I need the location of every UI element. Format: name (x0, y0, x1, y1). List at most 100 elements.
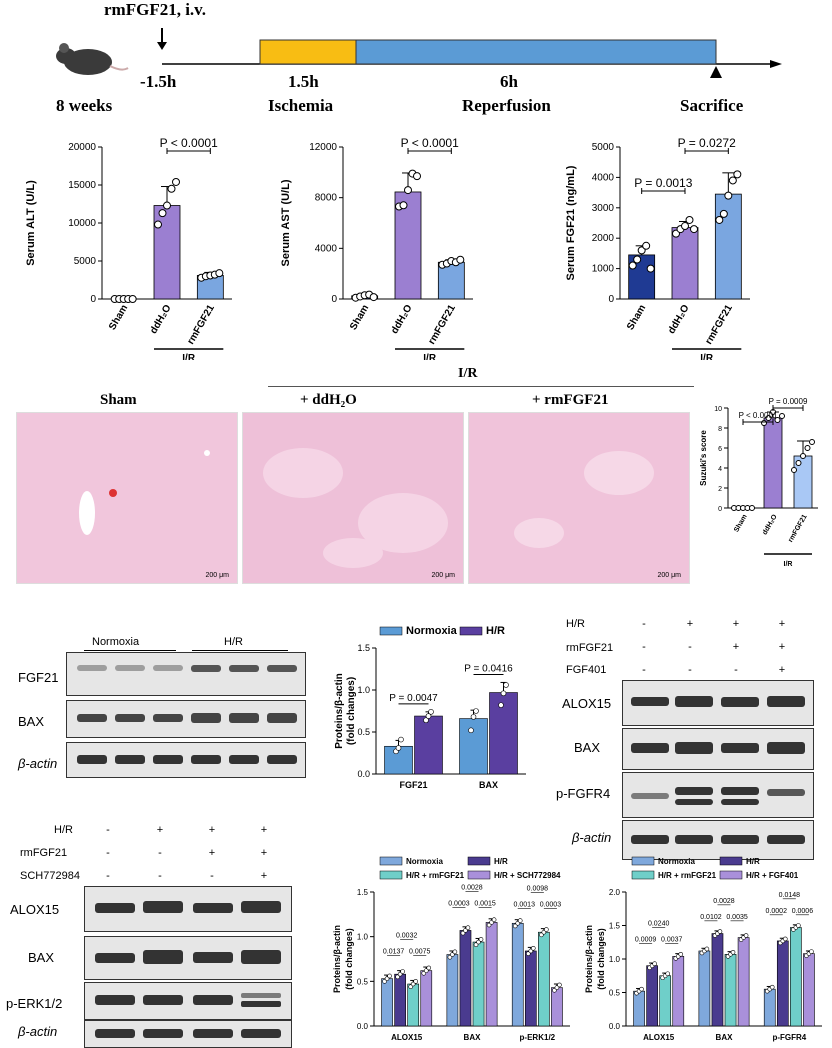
data-point (163, 201, 171, 210)
x-tick-label: rmFGF21 (703, 303, 735, 347)
scale-bar-rmfgf21: 200 μm (657, 572, 682, 579)
y-tick-label: 0.5 (357, 727, 370, 737)
bar (714, 193, 742, 300)
data-point (804, 445, 811, 451)
p-value-label: 0.0102 (700, 914, 722, 921)
sign-mark: - (734, 664, 738, 676)
y-tick-label: 1.0 (357, 933, 369, 942)
data-point (426, 965, 432, 971)
blot-c-band-alox15 (84, 886, 292, 932)
y-tick-label: 3000 (592, 203, 615, 214)
y-axis-label: Serum AST (U/L) (280, 179, 292, 266)
scale-bar-sham: 200 μm (205, 572, 230, 579)
sign-mark: + (778, 664, 786, 676)
p-value-label: P = 0.0047 (389, 693, 438, 704)
data-point (715, 215, 724, 224)
y-axis-label-units: (fold changes) (596, 928, 606, 990)
bar (803, 953, 815, 1027)
histology-image-sham: 200 μm (16, 412, 238, 584)
blot-b-label-alox15: ALOX15 (562, 696, 612, 711)
data-point (500, 690, 507, 697)
histology-image-rmfgf21: 200 μm (468, 412, 690, 584)
blot-b-quant-chart: 0.0 0.5 1.0 1.5 2.0 Proteins/β-actin (fold cha… (584, 856, 822, 1042)
bar (420, 970, 433, 1027)
sign-mark: - (106, 824, 110, 836)
blot-c-label-alox15: ALOX15 (10, 902, 60, 917)
x-tick-label: ddH₂O (148, 303, 173, 336)
blot-a-group-normoxia: Normoxia (92, 636, 140, 648)
tissue-texture (79, 450, 210, 535)
blot-a-label-actin: β-actin (18, 756, 58, 771)
y-tick-label: 0 (90, 294, 96, 305)
data-point (425, 713, 432, 719)
y-tick-label: 12000 (309, 142, 337, 153)
sign-mark: + (156, 824, 164, 836)
suzuki-score-chart: 0 2 4 6 8 10 Suzuki's score Sham ddH₂O rmFGF21 P <… (700, 397, 818, 568)
p-value-label: P < 0.0001 (401, 136, 459, 150)
data-point (517, 918, 523, 923)
x-tick-label: rmFGF21 (426, 303, 458, 347)
x-tick-label: Sham (348, 303, 371, 332)
data-point (795, 460, 802, 466)
data-point (465, 925, 471, 931)
y-tick-label: 2.0 (609, 888, 621, 897)
data-point (678, 952, 684, 957)
data-point (399, 201, 408, 210)
bar (459, 718, 488, 775)
bar (698, 950, 711, 1027)
data-point (769, 984, 775, 990)
legend-swatch (631, 870, 655, 880)
data-point (369, 293, 378, 302)
bar (551, 987, 563, 1027)
data-point (428, 709, 434, 715)
legend-swatch (719, 870, 743, 880)
data-point (503, 682, 509, 688)
y-tick-label: 1000 (592, 264, 615, 275)
blot-a-band-actin (66, 742, 306, 778)
blot-a-group-hr: H/R (224, 636, 243, 648)
p-value-label: P = 0.0416 (464, 663, 513, 674)
bar (672, 956, 685, 1027)
legend-label: Normoxia (658, 857, 695, 866)
data-point (158, 209, 167, 218)
y-tick-label: 1.0 (357, 685, 370, 695)
data-point (413, 172, 421, 181)
data-point (172, 177, 180, 186)
data-point (783, 936, 788, 942)
data-point (395, 745, 402, 751)
bar (724, 954, 737, 1027)
blot-b-label-actin: β-actin (572, 830, 612, 845)
x-tick-label: ddH₂O (666, 303, 691, 336)
blot-c-label-bax: BAX (28, 950, 55, 965)
y-tick-label: 10 (714, 406, 722, 413)
y-axis-label: Suzuki's score (700, 430, 708, 486)
timeline-axis (157, 28, 782, 78)
p-value-label: P < 0.0001 (739, 411, 778, 420)
data-point (809, 439, 815, 445)
data-point (639, 986, 644, 992)
p-value-label: 0.0032 (396, 933, 418, 940)
bar (414, 715, 443, 775)
reperfusion-bar (355, 39, 717, 65)
y-tick-label: 0.5 (609, 989, 621, 998)
x-tick-label: rmFGF21 (787, 513, 808, 543)
data-point (717, 929, 723, 934)
data-point (468, 727, 474, 734)
blot-c-quant-chart: 0.0 0.5 1.0 1.5 Proteins/β-actin (fold change… (332, 856, 570, 1042)
x-tick-label: FGF21 (399, 780, 427, 790)
data-point (642, 241, 651, 250)
y-tick-label: 4 (718, 466, 722, 473)
sign-mark: - (158, 847, 162, 859)
sign-mark: + (686, 618, 694, 630)
x-tick-label: Sham (107, 303, 130, 332)
y-tick-label: 20000 (68, 142, 96, 153)
blot-a-quant-chart: 0.0 0.5 1.0 1.5 Proteins/β-actin (fold change… (334, 625, 526, 790)
bar (671, 227, 699, 300)
x-tick-label: Sham (625, 303, 648, 332)
p-value-label: 0.0075 (409, 949, 431, 956)
x-tick-label: BAX (716, 1033, 734, 1042)
sign-mark: - (688, 664, 692, 676)
blot-a-normoxia-line (84, 650, 176, 651)
bar (472, 941, 485, 1027)
blot-c-band-bax (84, 936, 292, 980)
